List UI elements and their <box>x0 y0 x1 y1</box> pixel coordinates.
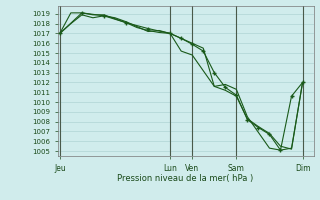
X-axis label: Pression niveau de la mer( hPa ): Pression niveau de la mer( hPa ) <box>117 174 254 183</box>
